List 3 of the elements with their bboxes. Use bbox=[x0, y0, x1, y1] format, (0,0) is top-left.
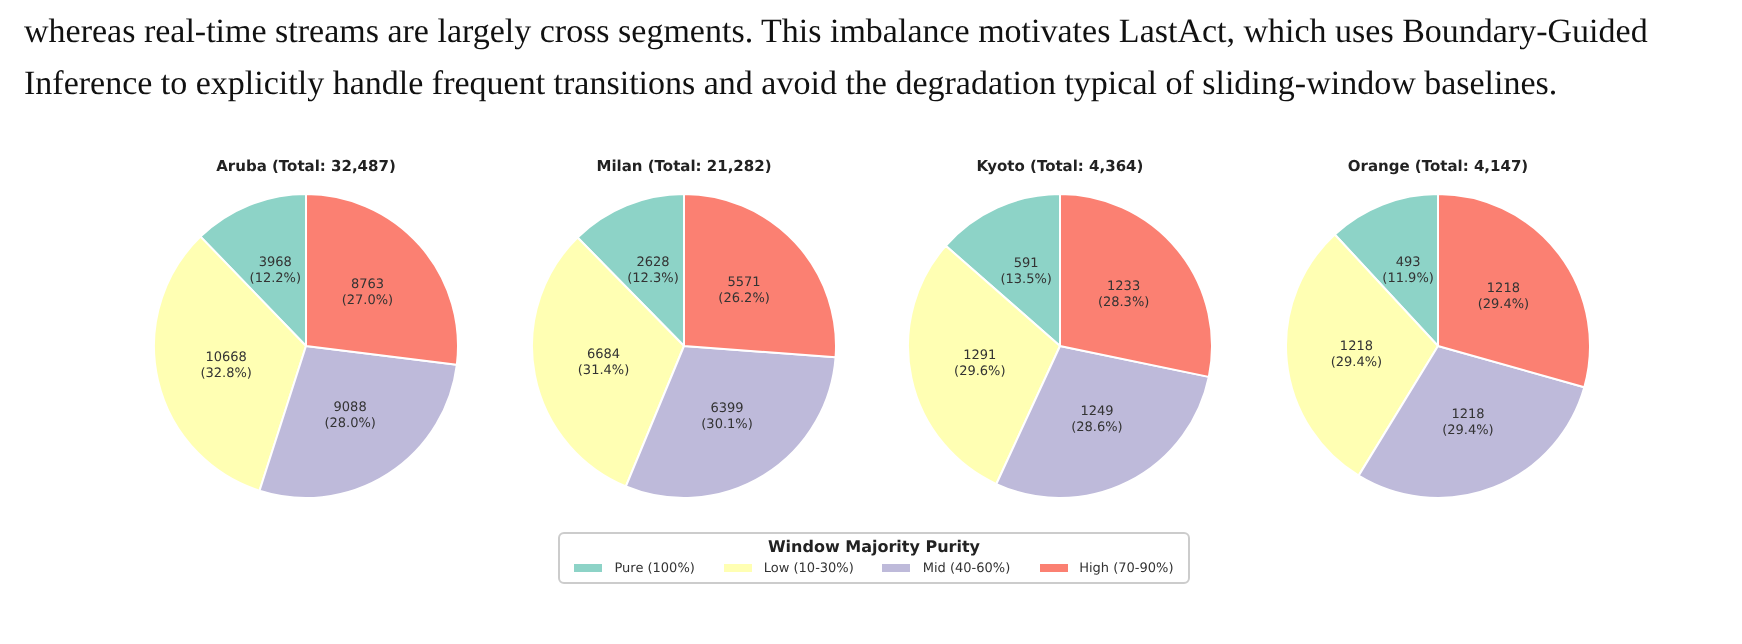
legend-title: Window Majority Purity bbox=[765, 538, 983, 556]
text: Inference to explicitly handle frequent transitions and avoid the degradation typical of sliding-window baselines. bbox=[24, 64, 1558, 104]
text: whereas real-time streams are largely cross segments. This imbalance motivates LastAct, which uses Boundary-Guided bbox=[24, 12, 1648, 52]
